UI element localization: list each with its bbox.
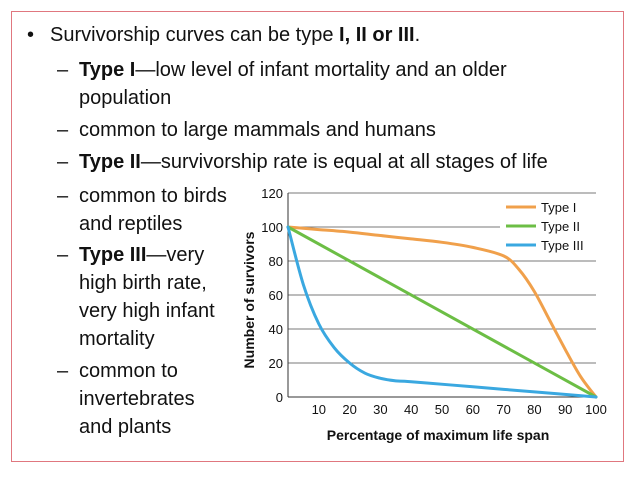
y-tick-label-80: 80 xyxy=(269,254,283,269)
type-i-example: common to large mammals and humans xyxy=(79,119,436,141)
type-ii-label: Type II xyxy=(79,151,141,173)
type-i-desc-1: —low level of infant mortality and an ol… xyxy=(135,59,507,81)
dash: – xyxy=(57,185,69,207)
series-line-type-ii xyxy=(286,225,598,399)
type-iii-label: Type III xyxy=(79,244,147,266)
type-iii-desc-1: —very xyxy=(146,244,205,266)
x-tick-label-30: 30 xyxy=(373,402,387,417)
type-iii-example-2: invertebrates xyxy=(79,388,195,410)
intro-suffix: . xyxy=(414,24,421,46)
dash: – xyxy=(57,151,69,173)
legend-label-type-ii: Type II xyxy=(541,219,580,234)
series-line-type-iii xyxy=(286,225,598,399)
y-tick-label-0: 0 xyxy=(276,390,283,405)
x-tick-label-40: 40 xyxy=(404,402,418,417)
type-ii-desc: —survivorship rate is equal at all stage… xyxy=(140,151,548,173)
type-iii-example-3: and plants xyxy=(79,416,172,438)
legend-bg-type-iii xyxy=(500,236,612,253)
x-tick-label-80: 80 xyxy=(527,402,541,417)
intro-types: I, II or III xyxy=(339,24,415,46)
y-tick-label-120: 120 xyxy=(261,186,283,201)
intro-prefix: Survivorship curves can be type xyxy=(50,24,340,46)
legend-label-type-iii: Type III xyxy=(541,238,584,253)
legend-label-type-i: Type I xyxy=(541,200,576,215)
type-iii-line1: Type III—very xyxy=(79,241,204,269)
type-iii-desc-2: high birth rate, xyxy=(79,272,207,294)
y-tick-label-100: 100 xyxy=(261,220,283,235)
type-i-line1: Type I—low level of infant mortality and… xyxy=(79,56,507,84)
y-tick-label-20: 20 xyxy=(269,356,283,371)
x-tick-label-20: 20 xyxy=(342,402,356,417)
dash: – xyxy=(57,59,69,81)
bullet-marker: • xyxy=(27,24,35,46)
x-axis-label: Percentage of maximum life span xyxy=(327,427,550,443)
x-tick-label-90: 90 xyxy=(558,402,572,417)
x-tick-label-50: 50 xyxy=(435,402,449,417)
x-tick-label-60: 60 xyxy=(466,402,480,417)
x-tick-label-100: 100 xyxy=(585,402,607,417)
legend-bg-type-i xyxy=(500,198,612,215)
y-tick-label-60: 60 xyxy=(269,288,283,303)
y-tick-label-40: 40 xyxy=(269,322,283,337)
x-tick-label-10: 10 xyxy=(312,402,326,417)
type-i-desc-2: population xyxy=(79,87,172,109)
type-iii-desc-3: very high infant xyxy=(79,300,215,322)
type-i-label: Type I xyxy=(79,59,136,81)
type-iii-desc-4: mortality xyxy=(79,328,155,350)
dash: – xyxy=(57,244,69,266)
y-axis-label: Number of survivors xyxy=(241,231,257,368)
dash: – xyxy=(57,119,69,141)
legend-bg-type-ii xyxy=(500,217,612,234)
type-ii-example-1: common to birds xyxy=(79,185,227,207)
x-tick-label-70: 70 xyxy=(496,402,510,417)
intro-bullet: Survivorship curves can be type I, II or… xyxy=(50,22,420,48)
series-line-type-i xyxy=(286,225,598,399)
type-ii-example-2: and reptiles xyxy=(79,213,183,235)
type-iii-example-1: common to xyxy=(79,360,178,382)
dash: – xyxy=(57,360,69,382)
type-ii-line: Type II—survivorship rate is equal at al… xyxy=(79,148,548,176)
